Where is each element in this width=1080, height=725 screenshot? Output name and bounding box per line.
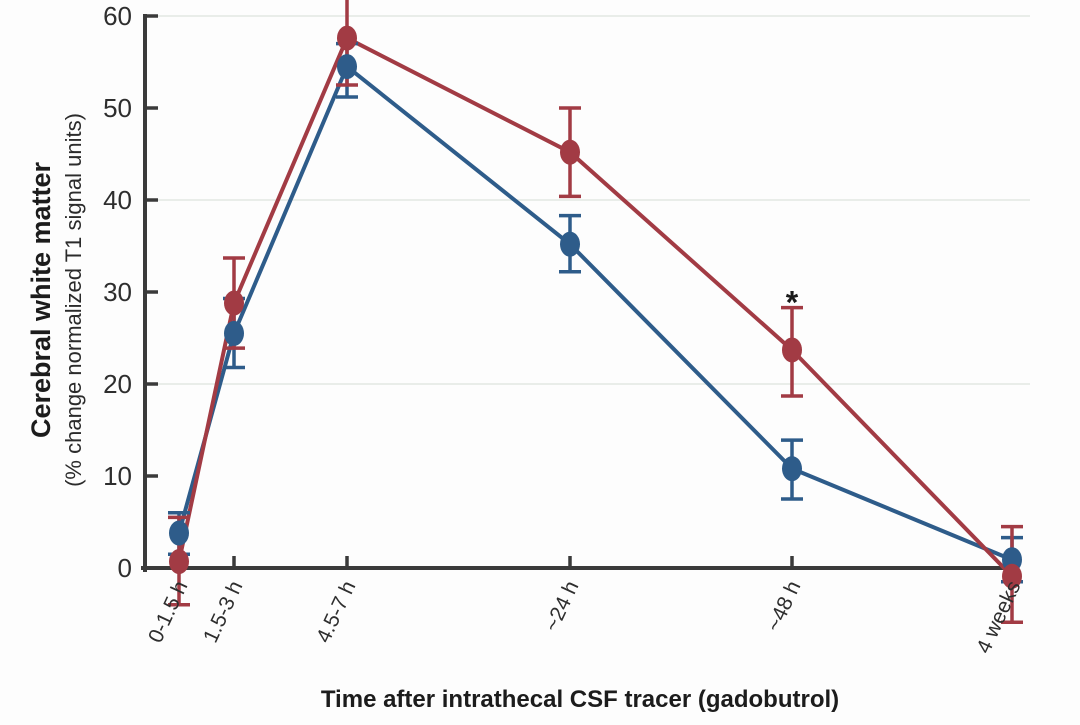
x-tick-label: 1.5-3 h [199,577,247,646]
x-tick-label: ~24 h [540,577,583,635]
significance-asterisk: * [786,285,799,321]
axes [143,16,1016,570]
data-point-red [560,140,580,165]
data-point-red [782,337,802,362]
series-layer [168,0,1023,622]
data-point-red [224,291,244,316]
data-point-red [337,26,357,51]
y-tick-label: 30 [103,277,132,307]
chart-figure: 0 10 20 30 40 50 60 0-1.5 h1.5-3 h 4.5-7 h ~24 h ~… [0,0,1080,725]
data-point-blue [224,321,244,346]
y-axis-title-sub: (% change normalized T1 signal units) [61,113,86,487]
y-tick-label: 40 [103,185,132,215]
data-point-blue [560,232,580,257]
data-point-blue [169,521,189,546]
y-tick-label: 0 [118,553,132,583]
x-axis-title: Time after intrathecal CSF tracer (gadob… [321,686,839,713]
y-tick-label: 60 [103,1,132,31]
line-chart: 0 10 20 30 40 50 60 0-1.5 h1.5-3 h 4.5-7 h ~24 h ~… [0,0,1080,725]
y-tick-label: 50 [103,93,132,123]
x-tick-label: 4 weeks [972,577,1025,657]
data-point-red [169,549,189,574]
y-axis-title-main: Cerebral white matter [26,161,56,438]
x-tick-label: ~48 h [762,577,805,635]
y-tick-label: 10 [103,461,132,491]
y-tick-label: 20 [103,369,132,399]
x-tick-label: 0-1.5 h [144,577,192,646]
x-tick-label: 4.5-7 h [312,577,360,646]
data-point-blue [782,456,802,481]
data-point-blue [337,54,357,79]
series-red-line [179,38,1012,576]
